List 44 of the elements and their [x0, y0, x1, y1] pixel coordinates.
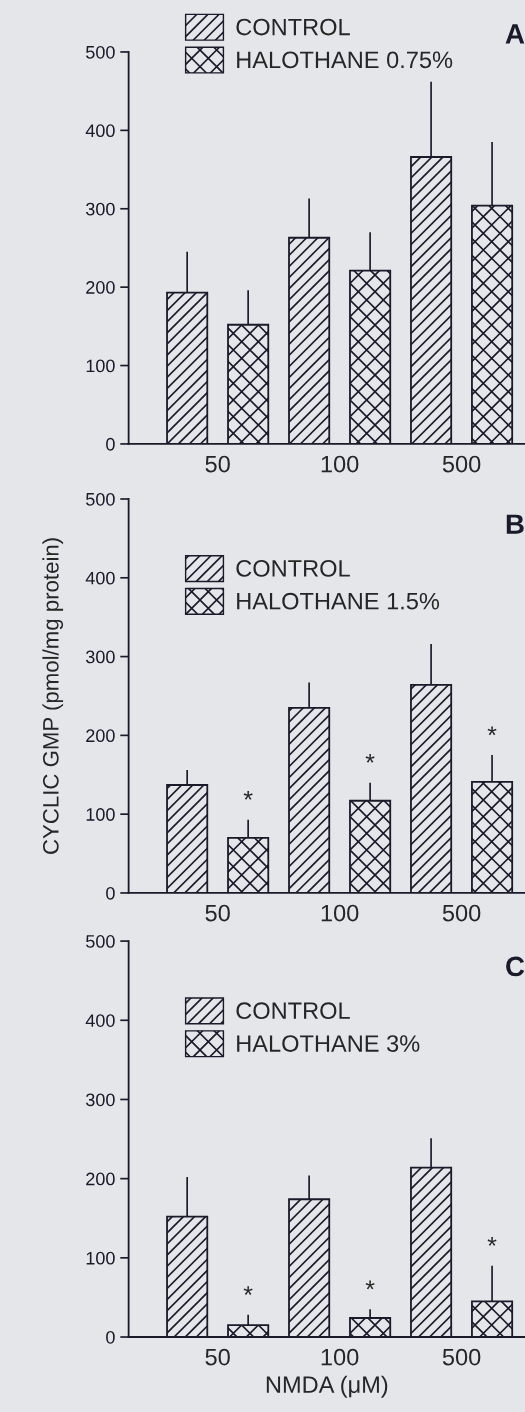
chart-title: A — [505, 24, 525, 44]
y-tick-label: 500 — [86, 45, 115, 59]
legend-label: CONTROL — [236, 18, 350, 36]
x-tick-label: 500 — [442, 1348, 481, 1366]
x-tick-label: 50 — [205, 1348, 230, 1366]
legend-label: CONTROL — [236, 1002, 350, 1020]
legend-label: HALOTHANE 0.75% — [237, 51, 453, 69]
annotation: * — [365, 1280, 375, 1290]
y-tick-label: 500 — [86, 935, 115, 948]
y-tick-label: 400 — [85, 571, 115, 585]
legend-label: HALOTHANE 3% — [237, 1035, 420, 1052]
y-tick-label: 300 — [86, 202, 115, 216]
x-tick-label: 50 — [205, 904, 230, 922]
annotation: * — [243, 790, 253, 800]
y-axis-title: CYCLIC GMP (pmol/mg protein) — [42, 538, 64, 854]
y-tick-label: 100 — [86, 1251, 115, 1265]
y-tick-label: 100 — [86, 359, 115, 373]
x-tick-label: 500 — [442, 455, 481, 473]
x-tick-label: 50 — [205, 455, 230, 473]
y-tick-label: 0 — [106, 886, 115, 900]
chart-title: C — [506, 956, 525, 977]
x-tick-label: 100 — [321, 1348, 359, 1366]
x-tick-label: 500 — [442, 904, 481, 922]
y-tick-label: 200 — [86, 729, 115, 743]
chart-title: B — [506, 514, 524, 534]
y-tick-label: 0 — [106, 437, 115, 451]
y-tick-label: 200 — [86, 1172, 115, 1186]
y-tick-label: 200 — [86, 281, 115, 294]
y-tick-label: 0 — [106, 1330, 115, 1344]
y-tick-label: 100 — [86, 808, 115, 821]
annotation: * — [487, 726, 497, 736]
x-axis-title: NMDA (μM) — [266, 1375, 388, 1398]
legend-label: CONTROL — [236, 560, 350, 577]
y-tick-label: 300 — [86, 650, 115, 664]
y-tick-label: 300 — [86, 1093, 115, 1107]
annotation: * — [487, 1237, 497, 1246]
y-tick-label: 500 — [86, 492, 115, 506]
x-tick-label: 100 — [321, 455, 359, 473]
y-tick-label: 400 — [85, 124, 115, 138]
legend-label: HALOTHANE 1.5% — [237, 592, 440, 610]
annotation: * — [243, 1286, 253, 1295]
x-tick-label: 100 — [321, 904, 359, 922]
annotation: * — [365, 753, 375, 763]
y-tick-label: 400 — [85, 1014, 115, 1027]
